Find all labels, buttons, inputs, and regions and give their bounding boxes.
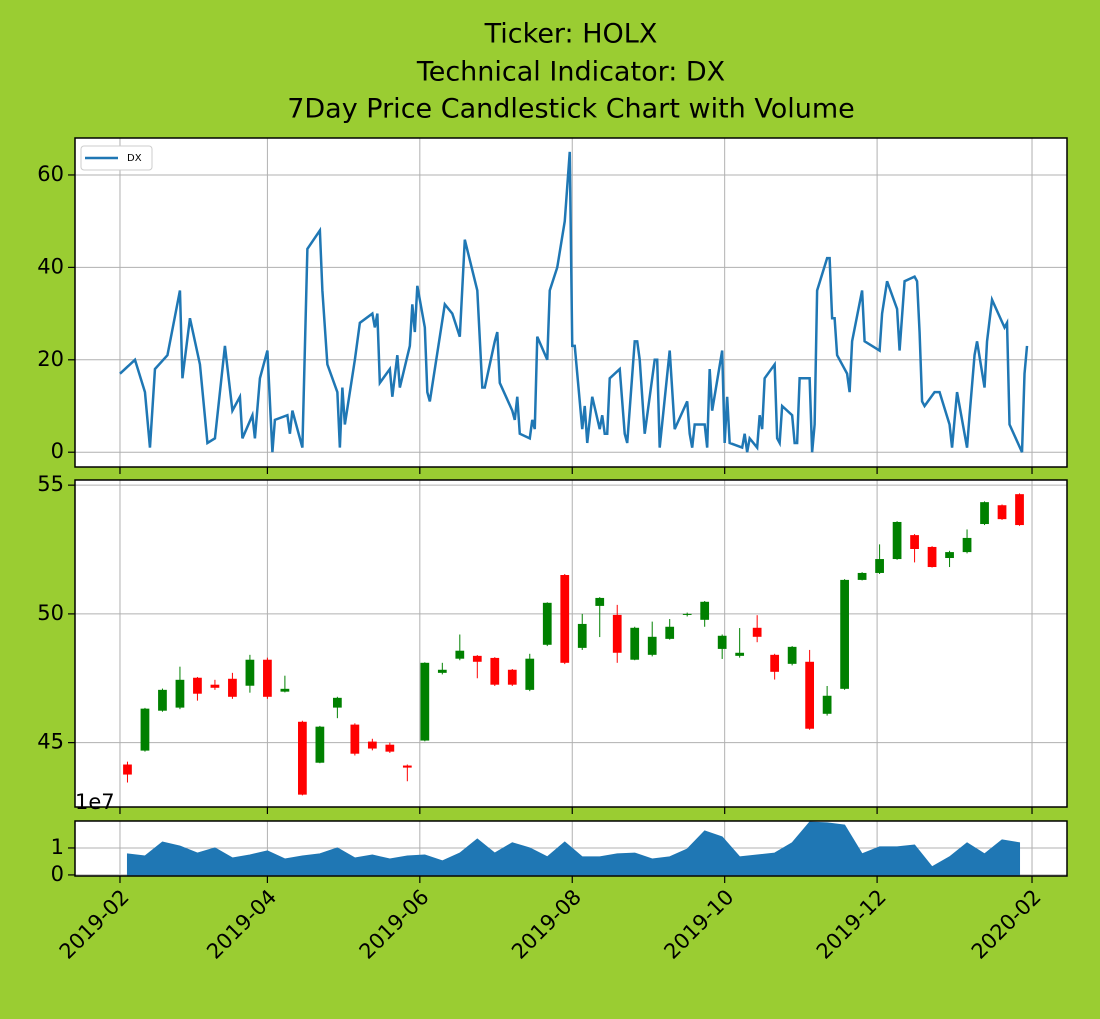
axes-frame <box>74 137 1068 468</box>
y-tick-label: 45 <box>37 730 64 754</box>
x-tick-label: 2019-04 <box>202 885 281 964</box>
y-tick-label: 50 <box>37 601 64 625</box>
plot-area <box>75 480 1067 807</box>
candle-body <box>385 744 395 752</box>
candle-body <box>682 613 692 615</box>
candle-body <box>420 662 430 741</box>
candle-body <box>962 537 972 553</box>
candle-body <box>857 572 867 580</box>
chart-title: 7Day Price Candlestick Chart with Volume <box>287 94 855 125</box>
candle-body <box>507 669 517 685</box>
offset-label: 1e7 <box>75 790 115 814</box>
candle-body <box>822 695 832 714</box>
legend-label: DX <box>127 153 142 164</box>
candle-body <box>770 654 780 672</box>
candle-body <box>805 661 815 729</box>
candle-body <box>647 636 657 655</box>
candle-body <box>367 741 377 749</box>
candle-body <box>402 765 412 768</box>
candle-body <box>193 677 202 694</box>
x-tick-label: 2019-06 <box>355 885 434 964</box>
candle-body <box>228 678 237 697</box>
candle-body <box>158 689 167 711</box>
candle-body <box>175 679 185 708</box>
x-tick-label: 2020-02 <box>967 885 1046 964</box>
chart-title: Ticker: HOLX <box>484 19 658 50</box>
y-tick-label: 40 <box>37 254 64 278</box>
y-tick-label: 0 <box>51 862 64 886</box>
candle-body <box>280 688 290 692</box>
candle-body <box>787 646 797 664</box>
candle-body <box>437 669 447 673</box>
candle-body <box>1015 494 1024 526</box>
x-tick-label: 2019-08 <box>507 885 586 964</box>
candle-body <box>298 721 307 795</box>
y-tick-label: 1 <box>51 835 64 859</box>
candle-body <box>910 535 919 550</box>
candle-body <box>542 602 552 645</box>
candle-body <box>245 659 255 686</box>
y-tick-label: 60 <box>37 162 64 186</box>
candle-body <box>980 502 989 525</box>
candle-body <box>630 627 640 660</box>
candle-body <box>490 657 500 685</box>
candle-body <box>577 623 587 648</box>
candle-body <box>595 597 605 606</box>
candle-body <box>140 708 150 751</box>
candle-body <box>700 601 710 620</box>
candle-body <box>123 764 132 775</box>
candle-body <box>840 579 849 689</box>
candle-body <box>997 505 1007 520</box>
candle-body <box>735 652 745 656</box>
candle-body <box>875 559 884 573</box>
y-tick-label: 20 <box>37 347 64 371</box>
area-series <box>126 821 1021 876</box>
candle-body <box>892 521 902 560</box>
candle-body <box>332 697 342 708</box>
candle-body <box>927 546 937 568</box>
candle-body <box>263 659 272 697</box>
candle-body <box>525 658 535 690</box>
line-series <box>119 151 1029 453</box>
candle-body <box>210 684 220 688</box>
candle-body <box>717 635 727 649</box>
chart-title: Technical Indicator: DX <box>416 57 725 88</box>
candle-body <box>945 552 954 559</box>
y-tick-label: 0 <box>51 439 64 463</box>
candle-body <box>472 655 482 662</box>
x-tick-label: 2019-12 <box>812 885 891 964</box>
candle-body <box>665 626 675 639</box>
y-tick-label: 55 <box>37 472 64 496</box>
candle-body <box>315 726 325 763</box>
axes-frame <box>74 479 1068 808</box>
candle-body <box>350 724 360 754</box>
candle-body <box>612 614 622 653</box>
candle-body <box>752 627 762 637</box>
axes-frame <box>74 820 1068 877</box>
candle-body <box>455 650 465 659</box>
candle-body <box>560 575 570 663</box>
x-tick-label: 2019-02 <box>55 885 134 964</box>
x-tick-label: 2019-10 <box>659 885 738 964</box>
